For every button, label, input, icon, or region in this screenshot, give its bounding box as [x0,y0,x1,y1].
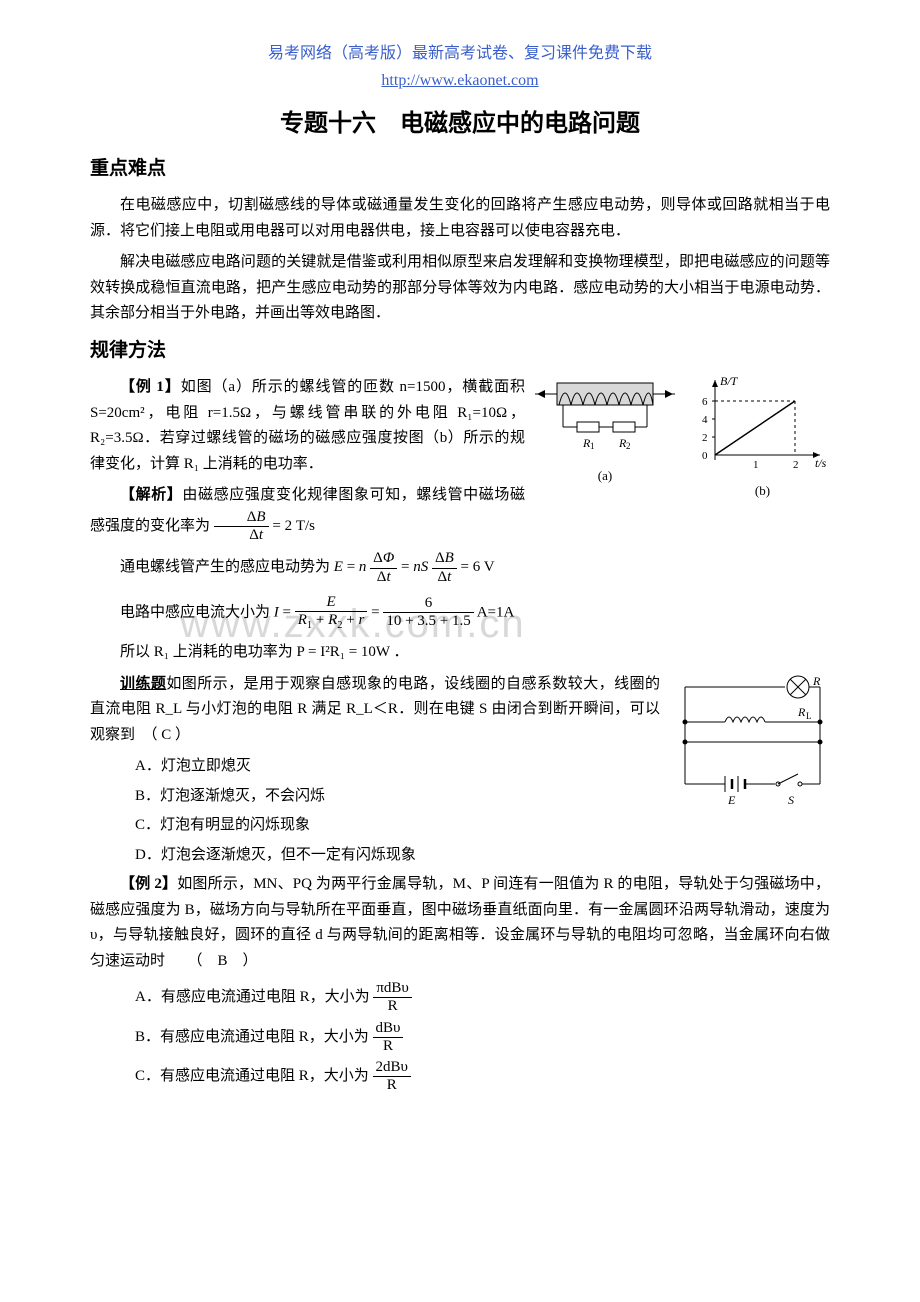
sol3-line: 电路中感应电流大小为 I = ER1 + R2 + r = 610 + 3.5 … [120,594,830,632]
svg-text:E: E [727,793,736,807]
diagram-b-caption: (b) [695,480,830,502]
train-option-c: C．灯泡有明显的闪烁现象 [135,813,830,839]
diagram-a-caption: (a) [535,465,675,487]
header-url[interactable]: http://www.ekaonet.com [90,67,830,94]
svg-text:2: 2 [626,441,631,451]
diagram-bt-graph: B/T t/s 2 4 6 0 1 2 [695,375,830,470]
example2-label: 【例 2】 [120,876,177,892]
svg-text:R: R [812,674,821,688]
train-option-d: D．灯泡会逐渐熄灭，但不一定有闪烁现象 [135,843,830,869]
svg-text:6: 6 [702,396,708,408]
keypoints-para-2: 解决电磁感应电路问题的关键就是借鉴或利用相似原型来启发理解和变换物理模型，即把电… [90,250,830,327]
ex2-option-a: A．有感应电流通过电阻 R，大小为 πdBυR [135,980,830,1016]
svg-text:1: 1 [753,459,759,470]
training-label: 训练题 [120,676,166,692]
sol2-line: 通电螺线管产生的感应电动势为 E = n ΔΦΔt = nS ΔBΔt = 6 … [120,550,830,586]
header-site-desc: 易考网络（高考版）最新高考试卷、复习课件免费下载 [90,40,830,67]
ex2-c-num: 2dBυ [373,1059,411,1077]
ex2-b-den: R [373,1038,404,1055]
ex2-option-b: B．有感应电流通过电阻 R，大小为 dBυR [135,1020,830,1056]
svg-text:S: S [788,793,794,807]
example2-body: 如图所示，MN、PQ 为两平行金属导轨，M、P 间连有一阻值为 R 的电阻，导轨… [90,876,830,969]
svg-text:t/s: t/s [815,456,827,470]
svg-text:R: R [797,705,806,719]
ex2-a-pre: A．有感应电流通过电阻 R，大小为 [135,989,370,1005]
svg-text:L: L [806,711,812,721]
frac-dB-dt: ΔBΔt [214,509,269,545]
svg-text:1: 1 [590,441,595,451]
svg-text:0: 0 [702,450,708,462]
training-circuit-diagram: R RL E S [670,672,830,817]
example1-diagrams: R 1 R 2 (a) B/T t/s 2 4 6 0 1 2 [535,375,830,502]
sol2-pre: 通电螺线管产生的感应电动势为 [120,559,334,575]
sol3-value: A=1A [477,604,515,620]
solution-label: 【解析】 [120,487,182,503]
keypoints-para-1: 在电磁感应中，切割磁感线的导体或磁通量发生变化的回路将产生感应电动势，则导体或回… [90,193,830,244]
ex2-a-den: R [373,998,412,1015]
section-header-methods: 规律方法 [90,335,830,367]
ex2-b-pre: B．有感应电流通过电阻 R，大小为 [135,1029,369,1045]
diagram-solenoid: R 1 R 2 [535,375,675,455]
ex2-option-c: C．有感应电流通过电阻 R，大小为 2dBυR [135,1059,830,1095]
sol3-pre: 电路中感应电流大小为 [120,604,274,620]
ex2-b-num: dBυ [373,1020,404,1038]
ex2-a-num: πdBυ [373,980,412,998]
sol1-value: 2 T/s [285,518,315,534]
example2-text: 【例 2】如图所示，MN、PQ 为两平行金属导轨，M、P 间连有一阻值为 R 的… [90,872,830,974]
ex2-c-den: R [373,1077,411,1094]
svg-text:2: 2 [702,432,708,444]
training-body: 如图所示，是用于观察自感现象的电路，设线圈的自感系数较大，线圈的直流电阻 R_L… [90,676,660,743]
svg-text:4: 4 [702,414,708,426]
page-title: 专题十六 电磁感应中的电路问题 [90,104,830,145]
sol4-line: 所以 R₁ 上消耗的电功率为 P = I²R₁ = 10W ． [90,640,830,666]
section-header-keypoints: 重点难点 [90,153,830,185]
svg-text:2: 2 [793,459,799,470]
ex2-c-pre: C．有感应电流通过电阻 R，大小为 [135,1068,369,1084]
sol2-value: 6 V [473,559,495,575]
example1-label: 【例 1】 [120,379,181,395]
svg-text:B/T: B/T [720,375,739,388]
